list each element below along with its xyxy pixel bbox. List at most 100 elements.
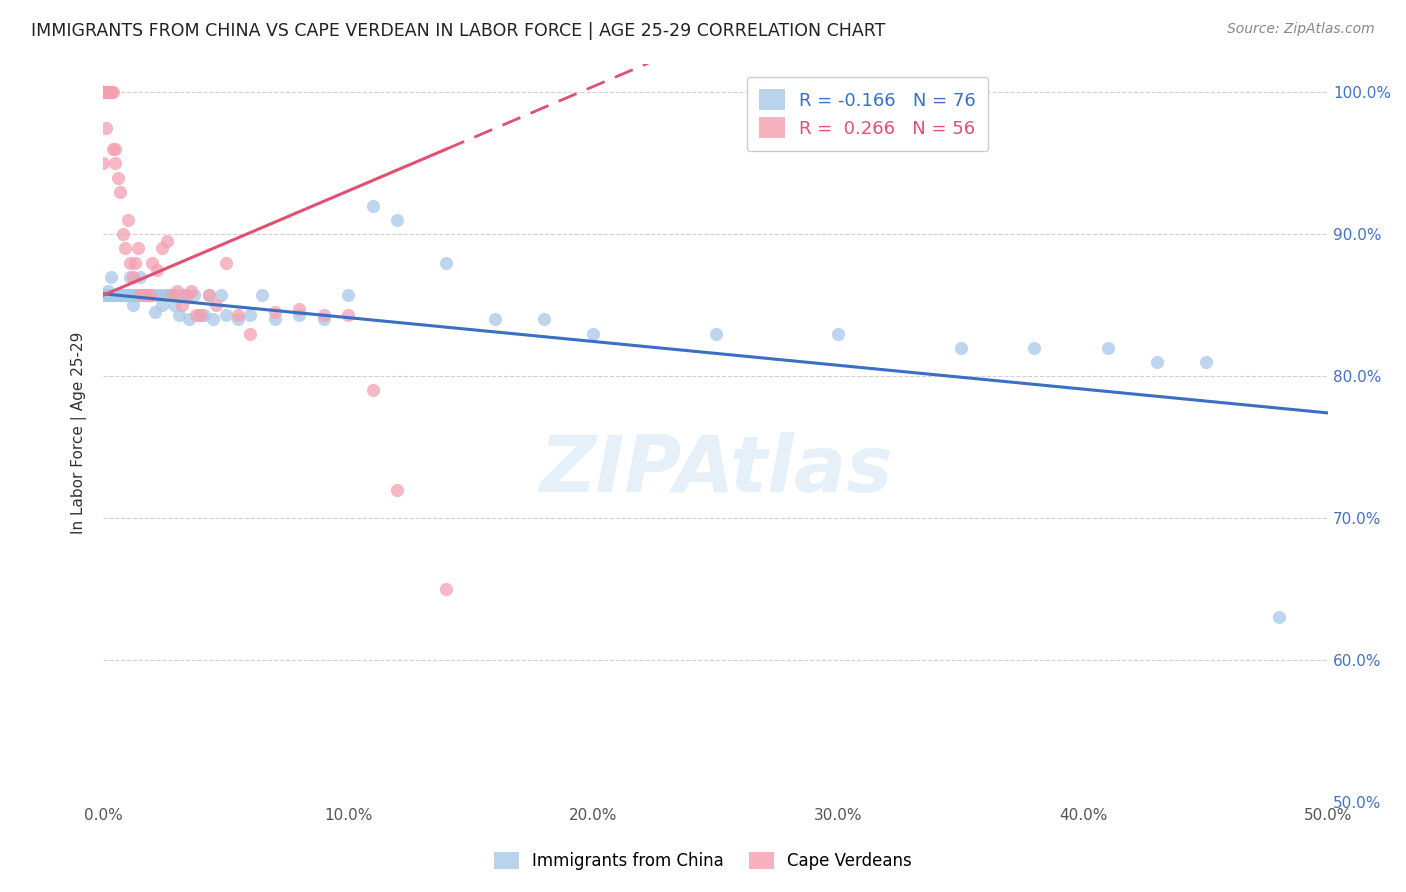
- Point: [434, 255, 457, 269]
- Point: [104, 288, 127, 302]
- Point: [1146, 355, 1168, 369]
- Point: [121, 298, 143, 312]
- Text: IMMIGRANTS FROM CHINA VS CAPE VERDEAN IN LABOR FORCE | AGE 25-29 CORRELATION CHA: IMMIGRANTS FROM CHINA VS CAPE VERDEAN IN…: [31, 22, 886, 40]
- Point: [704, 326, 727, 341]
- Point: [139, 288, 162, 302]
- Point: [949, 341, 972, 355]
- Point: [484, 312, 506, 326]
- Point: [129, 288, 152, 302]
- Point: [215, 255, 238, 269]
- Point: [239, 326, 262, 341]
- Point: [1024, 341, 1046, 355]
- Point: [94, 288, 117, 302]
- Point: [117, 288, 139, 302]
- Point: [176, 288, 198, 302]
- Point: [114, 242, 136, 256]
- Point: [190, 308, 212, 322]
- Point: [101, 288, 124, 302]
- Point: [337, 288, 360, 302]
- Point: [180, 284, 202, 298]
- Point: [120, 269, 142, 284]
- Point: [385, 483, 408, 497]
- Point: [582, 326, 605, 341]
- Point: [131, 288, 153, 302]
- Point: [94, 120, 117, 135]
- Point: [215, 308, 238, 322]
- Point: [110, 288, 132, 302]
- Point: [205, 298, 228, 312]
- Point: [170, 288, 193, 302]
- Point: [141, 288, 163, 302]
- Point: [107, 170, 129, 185]
- Point: [127, 288, 149, 302]
- Point: [129, 269, 152, 284]
- Point: [107, 288, 129, 302]
- Point: [101, 86, 124, 100]
- Point: [177, 312, 200, 326]
- Point: [226, 308, 249, 322]
- Point: [337, 308, 360, 322]
- Point: [141, 255, 163, 269]
- Point: [124, 255, 146, 269]
- Point: [150, 298, 173, 312]
- Point: [150, 242, 173, 256]
- Point: [143, 305, 166, 319]
- Point: [263, 312, 285, 326]
- Point: [312, 312, 335, 326]
- Point: [100, 86, 122, 100]
- Point: [104, 288, 127, 302]
- Point: [101, 288, 124, 302]
- Point: [101, 142, 124, 156]
- Point: [91, 86, 114, 100]
- Point: [131, 288, 153, 302]
- Point: [117, 288, 139, 302]
- Point: [166, 284, 188, 298]
- Point: [226, 312, 249, 326]
- Point: [97, 284, 120, 298]
- Point: [148, 288, 170, 302]
- Point: [288, 302, 311, 317]
- Point: [157, 288, 180, 302]
- Point: [111, 288, 134, 302]
- Point: [97, 86, 120, 100]
- Point: [361, 199, 384, 213]
- Legend: R = -0.166   N = 76, R =  0.266   N = 56: R = -0.166 N = 76, R = 0.266 N = 56: [747, 77, 988, 151]
- Point: [91, 288, 114, 302]
- Point: [156, 288, 179, 302]
- Point: [124, 288, 146, 302]
- Point: [163, 298, 186, 312]
- Point: [91, 86, 114, 100]
- Point: [110, 185, 132, 199]
- Point: [156, 235, 179, 249]
- Point: [104, 142, 127, 156]
- Point: [91, 86, 114, 100]
- Point: [146, 288, 169, 302]
- Point: [173, 288, 195, 302]
- Point: [111, 288, 134, 302]
- Point: [263, 305, 285, 319]
- Text: ZIPAtlas: ZIPAtlas: [538, 432, 893, 508]
- Point: [167, 308, 190, 322]
- Point: [114, 288, 136, 302]
- Point: [120, 255, 142, 269]
- Point: [288, 308, 311, 322]
- Point: [111, 227, 134, 242]
- Point: [1268, 610, 1291, 624]
- Y-axis label: In Labor Force | Age 25-29: In Labor Force | Age 25-29: [72, 332, 87, 534]
- Point: [827, 326, 849, 341]
- Point: [239, 308, 262, 322]
- Point: [139, 288, 162, 302]
- Point: [385, 213, 408, 227]
- Point: [120, 288, 142, 302]
- Point: [114, 288, 136, 302]
- Point: [127, 242, 149, 256]
- Point: [94, 86, 117, 100]
- Point: [312, 308, 335, 322]
- Point: [97, 86, 120, 100]
- Point: [121, 269, 143, 284]
- Point: [1097, 341, 1119, 355]
- Point: [100, 269, 122, 284]
- Point: [91, 86, 114, 100]
- Point: [100, 288, 122, 302]
- Point: [252, 288, 274, 302]
